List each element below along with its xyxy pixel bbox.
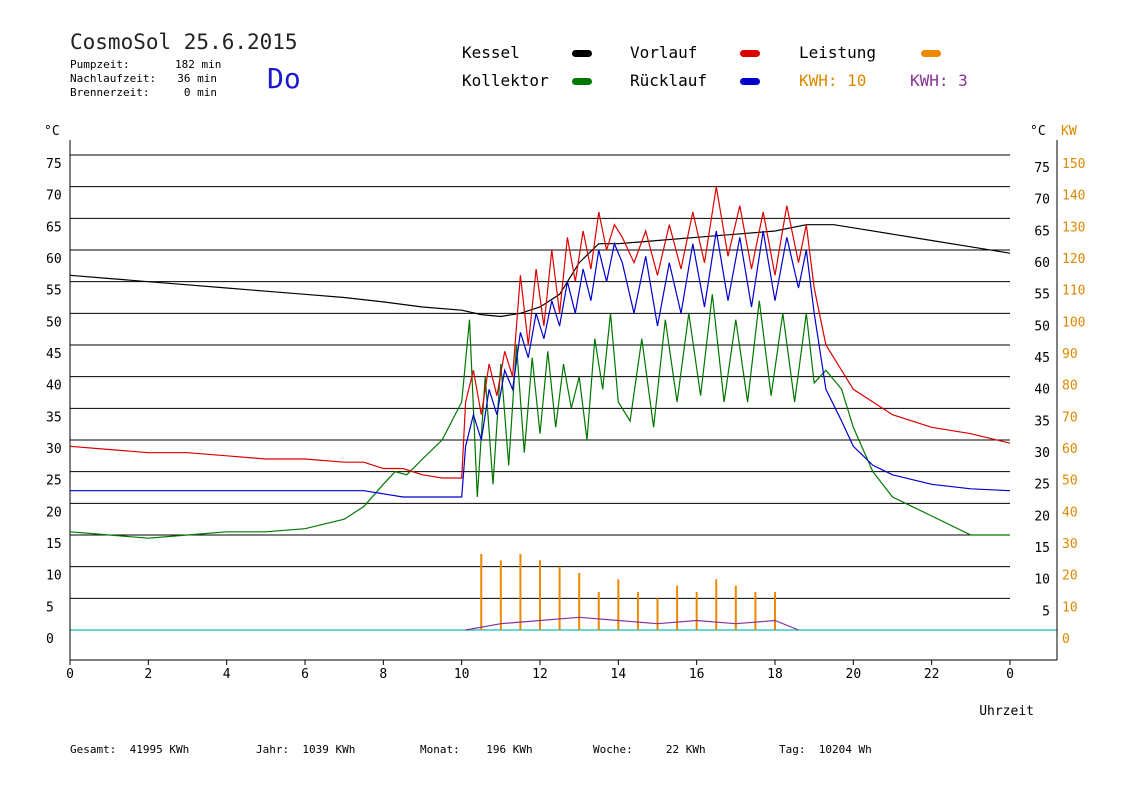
x-tick-label: 10 (454, 667, 470, 682)
y2-tick-label: 90 (1062, 347, 1078, 362)
series-vorlauf (69, 186, 1011, 479)
legend-kollektor-swatch (572, 78, 592, 85)
y2-tick-label: 30 (1062, 537, 1078, 552)
y2-axis-label: KW (1061, 124, 1077, 139)
y-tick-label: 35 (46, 410, 62, 425)
x-axis-label: Uhrzeit (979, 704, 1034, 719)
y-tick-label-right: 55 (1034, 288, 1050, 303)
y-tick-label-right: 40 (1034, 383, 1050, 398)
y-tick-label: 45 (46, 347, 62, 362)
y-tick-label-right: 70 (1034, 193, 1050, 208)
y-tick-label: 0 (46, 632, 54, 647)
legend-kessel-swatch (572, 50, 592, 57)
y-tick-label-right: 25 (1034, 478, 1050, 493)
footer-gesamt: Gesamt: 41995 KWh (70, 743, 190, 756)
legend-leistung: Leistung (799, 43, 877, 62)
x-tick-label: 6 (301, 667, 309, 682)
y2-tick-label: 140 (1062, 189, 1085, 204)
legend-kollektor: Kollektor (462, 71, 549, 90)
y-tick-label: 5 (46, 600, 54, 615)
y-tick-label: 65 (46, 220, 62, 235)
legend-ruecklauf: Rücklauf (630, 71, 708, 90)
legend-leistung-swatch (921, 50, 941, 57)
x-tick-label: 20 (846, 667, 862, 682)
y-tick-label: 15 (46, 537, 62, 552)
x-tick-label: 4 (223, 667, 231, 682)
y-axis-label-left: °C (44, 124, 60, 139)
y2-tick-label: 100 (1062, 315, 1085, 330)
y2-tick-label: 130 (1062, 220, 1085, 235)
legend-vorlauf-swatch (740, 50, 760, 57)
y-tick-label: 40 (46, 379, 62, 394)
legend-kwh-2: KWH: 3 (910, 71, 968, 90)
legend-kessel: Kessel (462, 43, 520, 62)
y-tick-label: 50 (46, 315, 62, 330)
y2-tick-label: 0 (1062, 632, 1070, 647)
footer-woche: Woche: 22 KWh (593, 743, 706, 756)
y-tick-label: 60 (46, 252, 62, 267)
x-tick-label: 22 (924, 667, 940, 682)
stat-nachlaufzeit: Nachlaufzeit: 36 min (70, 72, 217, 85)
footer-jahr: Jahr: 1039 KWh (256, 743, 356, 756)
y-tick-label-right: 30 (1034, 446, 1050, 461)
y-tick-label: 30 (46, 442, 62, 457)
x-tick-label: 12 (532, 667, 548, 682)
x-tick-label: 2 (144, 667, 152, 682)
y2-tick-label: 10 (1062, 600, 1078, 615)
series-kwh2 (465, 616, 799, 631)
y-tick-label: 75 (46, 157, 62, 172)
x-tick-label: 16 (689, 667, 705, 682)
x-tick-label: 14 (611, 667, 627, 682)
series-ruecklauf (70, 230, 1011, 498)
y2-tick-label: 70 (1062, 410, 1078, 425)
day-label: Do (267, 62, 301, 95)
y-tick-label: 10 (46, 569, 62, 584)
footer-monat: Monat: 196 KWh (420, 743, 533, 756)
y2-tick-label: 120 (1062, 252, 1085, 267)
y2-tick-label: 40 (1062, 505, 1078, 520)
chart-title: CosmoSol 25.6.2015 (70, 30, 298, 54)
legend-kwh-1: KWH: 10 (799, 71, 867, 90)
series-kessel (69, 224, 1011, 318)
stat-pumpzeit: Pumpzeit: 182 min (70, 58, 222, 71)
y-tick-label-right: 45 (1034, 351, 1050, 366)
y-tick-label-right: 15 (1034, 541, 1050, 556)
y2-tick-label: 80 (1062, 379, 1078, 394)
legend-ruecklauf-swatch (740, 78, 760, 85)
y-tick-label-right: 65 (1034, 224, 1050, 239)
y2-tick-label: 110 (1062, 284, 1085, 299)
x-tick-label: 0 (66, 667, 74, 682)
legend-vorlauf: Vorlauf (630, 43, 698, 62)
footer-tag: Tag: 10204 Wh (779, 743, 872, 756)
y2-tick-label: 50 (1062, 474, 1078, 489)
y-tick-label: 20 (46, 505, 62, 520)
y-tick-label-right: 35 (1034, 414, 1050, 429)
x-tick-label: 0 (1006, 667, 1014, 682)
y-tick-label: 55 (46, 284, 62, 299)
series-kollektor (69, 294, 1010, 539)
y-tick-label-right: 10 (1034, 573, 1050, 588)
y2-tick-label: 20 (1062, 569, 1078, 584)
y-tick-label-right: 20 (1034, 509, 1050, 524)
y2-tick-label: 60 (1062, 442, 1078, 457)
y-tick-label-right: 60 (1034, 256, 1050, 271)
x-tick-label: 8 (379, 667, 387, 682)
y-tick-label-right: 5 (1042, 604, 1050, 619)
x-tick-label: 18 (767, 667, 783, 682)
y2-tick-label: 150 (1062, 157, 1085, 172)
y-axis-label-right: °C (1030, 124, 1046, 139)
y-tick-label-right: 50 (1034, 319, 1050, 334)
y-tick-label: 25 (46, 474, 62, 489)
y-tick-label-right: 75 (1034, 161, 1050, 176)
stat-brennerzeit: Brennerzeit: 0 min (70, 86, 217, 99)
y-tick-label: 70 (46, 189, 62, 204)
